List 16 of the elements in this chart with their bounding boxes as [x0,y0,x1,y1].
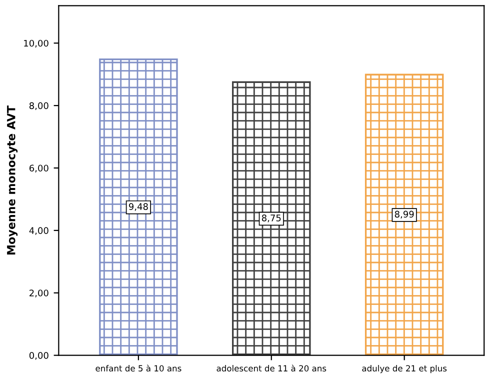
data-label: 9,48 [128,203,148,211]
x-tick-label: adolescent de 11 à 20 ans [216,364,326,372]
bar [232,81,311,356]
y-tick-label: 10,00 [24,40,48,48]
y-tick-label: 2,00 [30,290,48,298]
x-tick-label: adulye de 21 et plus [362,365,447,374]
x-tick-label: enfant de 5 à 10 ans [96,364,182,372]
y-tick-label: 8,00 [29,102,48,110]
data-label: 8,75 [262,214,281,222]
y-tick-label: 6,00 [29,164,48,172]
y-axis-title: Moyenne monocyte AVT [7,106,18,254]
y-tick-label: 0,00 [29,352,48,360]
data-label: 8,99 [394,210,414,219]
bar [99,58,178,356]
y-tick-label: 4,00 [29,227,48,235]
bar [364,74,444,356]
